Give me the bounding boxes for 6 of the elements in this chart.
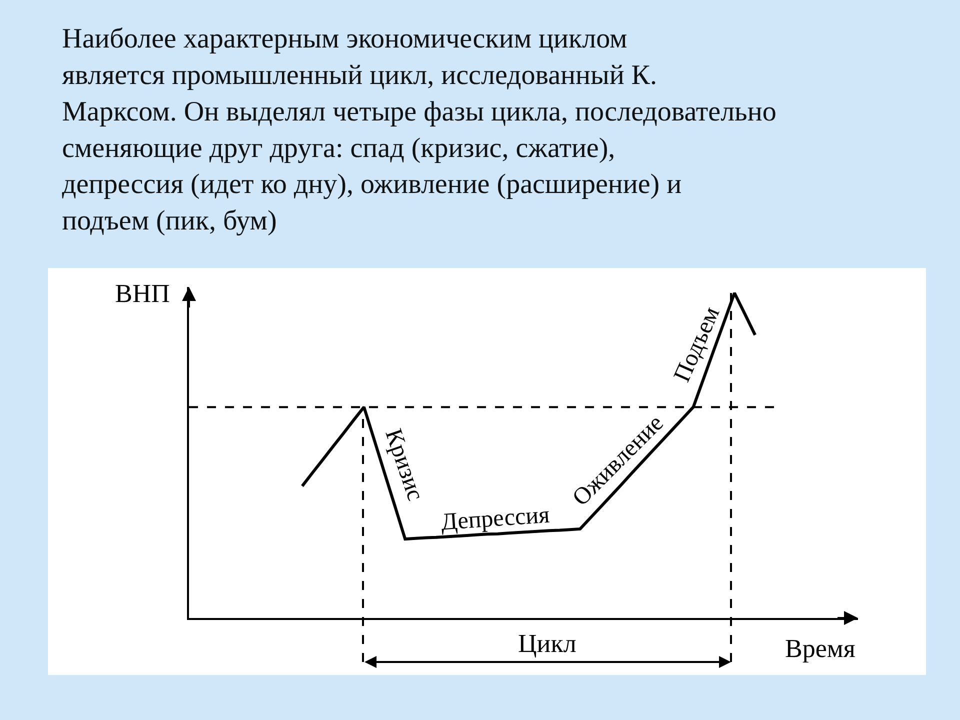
annotation: Депрессия bbox=[440, 502, 550, 536]
chart-title: Наиболее характерным экономическим циклом является промышленный цикл, исследованный К. Марксом. Он выделял четыре фазы цикла, последовательно сменяющие друг друга: спад (кризис, сжатие), депрессия (идет ко дну), оживление (расширение) и подъем (пик, бум) bbox=[62, 24, 776, 237]
y-axis-title: ВНП bbox=[115, 279, 170, 308]
text: Цикл bbox=[518, 629, 576, 658]
annotation: Кризис bbox=[380, 426, 428, 504]
x-axis-title: Время bbox=[785, 634, 856, 663]
